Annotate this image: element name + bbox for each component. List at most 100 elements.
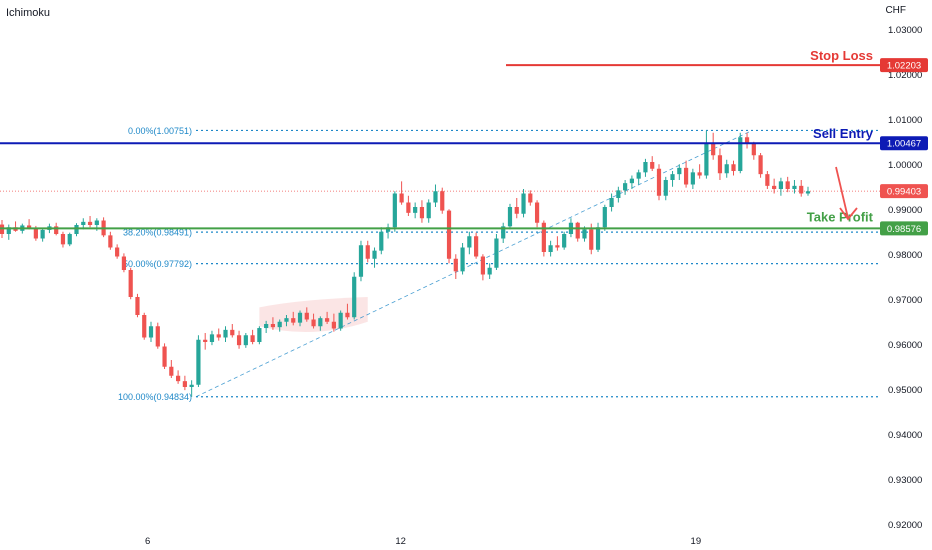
candle-body bbox=[297, 312, 303, 323]
candle-body bbox=[311, 319, 316, 327]
candle-body bbox=[738, 137, 743, 171]
candle-body bbox=[487, 267, 492, 275]
candle-body bbox=[128, 270, 133, 297]
price-tick-label: 0.99000 bbox=[888, 205, 922, 216]
candle-body bbox=[514, 207, 519, 214]
price-tick-label: 0.92000 bbox=[888, 520, 922, 531]
candle-body bbox=[243, 335, 248, 346]
candle-body bbox=[643, 162, 648, 173]
fib-trend-line bbox=[195, 130, 753, 398]
candle-body bbox=[196, 339, 201, 385]
current-price-tag bbox=[880, 184, 928, 199]
candle-body bbox=[331, 321, 336, 329]
candlesticks bbox=[0, 130, 811, 397]
candle-body bbox=[555, 245, 560, 248]
candle-body bbox=[121, 256, 127, 270]
candle-body bbox=[453, 258, 458, 272]
candle-body bbox=[54, 226, 59, 234]
candle-body bbox=[656, 168, 662, 196]
stop-label: Stop Loss bbox=[810, 48, 873, 63]
candle-body bbox=[372, 250, 377, 259]
candle-body bbox=[87, 221, 93, 225]
candle-body bbox=[765, 174, 770, 186]
candle-body bbox=[291, 318, 296, 323]
candle-body bbox=[318, 318, 323, 327]
candle-body bbox=[148, 326, 154, 338]
candle-body bbox=[81, 221, 86, 225]
price-tick-label: 0.97000 bbox=[888, 295, 922, 306]
currency-label: CHF bbox=[885, 5, 906, 16]
tp-price-tag-label: 0.98576 bbox=[887, 224, 921, 235]
candle-body bbox=[446, 210, 452, 259]
arrow-head-icon bbox=[839, 207, 858, 221]
candle-body bbox=[690, 172, 695, 185]
candle-body bbox=[264, 324, 269, 329]
stop-price-tag-label: 1.02203 bbox=[887, 61, 921, 72]
candle-body bbox=[413, 207, 418, 213]
candle-body bbox=[392, 193, 397, 228]
price-axis-bg bbox=[880, 0, 932, 550]
candle-body bbox=[562, 234, 567, 248]
candle-body bbox=[230, 329, 235, 336]
candle-body bbox=[717, 155, 723, 174]
candle-body bbox=[772, 185, 777, 189]
candle-body bbox=[677, 167, 682, 175]
candle-body bbox=[751, 144, 756, 156]
price-axis[interactable]: 0.92000 0.93000 0.94000 0.95000 0.96000 0.970… bbox=[880, 0, 932, 550]
candle-body bbox=[623, 183, 628, 191]
candle-body bbox=[758, 155, 763, 175]
candle-body bbox=[521, 193, 526, 214]
candle-body bbox=[582, 229, 587, 239]
candle-body bbox=[440, 191, 445, 211]
fib-label: 50.00%(0.97792) bbox=[123, 259, 192, 269]
fib-label: 0.00%(1.00751) bbox=[128, 126, 192, 136]
candle-body bbox=[115, 247, 120, 257]
candle-body bbox=[162, 346, 167, 367]
candle-body bbox=[135, 297, 140, 315]
candle-body bbox=[270, 324, 276, 328]
candle-body bbox=[399, 193, 404, 203]
candle-body bbox=[744, 137, 750, 144]
candle-body bbox=[155, 326, 160, 347]
candle-body bbox=[778, 181, 784, 189]
candle-body bbox=[792, 185, 797, 189]
candle-body bbox=[385, 227, 391, 232]
price-tick-label: 0.95000 bbox=[888, 385, 922, 396]
candle-body bbox=[595, 227, 601, 250]
indicator-label[interactable]: Ichimoku bbox=[6, 7, 51, 19]
candle-body bbox=[636, 172, 641, 179]
current-price-tag-label: 0.99403 bbox=[887, 187, 921, 198]
candle-body bbox=[650, 162, 655, 169]
candle-body bbox=[284, 318, 289, 322]
fibonacci-retracement: 0.00%(1.00751) 38.20%(0.98491) 50.00%(0.97… bbox=[0, 126, 880, 402]
candle-body bbox=[236, 335, 242, 346]
candle-body bbox=[724, 164, 729, 174]
candle-body bbox=[534, 202, 540, 223]
candle-body bbox=[711, 144, 716, 156]
candle-body bbox=[94, 220, 99, 225]
candle-body bbox=[379, 231, 384, 251]
candle-body bbox=[474, 236, 479, 257]
down-arrow-icon bbox=[835, 166, 849, 219]
candle-body bbox=[216, 334, 221, 338]
time-axis[interactable]: 6121926Oct101724 bbox=[145, 536, 932, 547]
price-tick-label: 0.93000 bbox=[888, 475, 922, 486]
candle-body bbox=[683, 167, 689, 185]
fib-label: 100.00%(0.94834) bbox=[118, 392, 192, 402]
candle-body bbox=[426, 202, 431, 219]
candle-body bbox=[6, 227, 11, 234]
candle-body bbox=[250, 335, 255, 342]
candle-body bbox=[189, 384, 194, 387]
candle-body bbox=[182, 381, 187, 387]
price-tick-label: 1.02000 bbox=[888, 70, 922, 81]
price-tick-label: 1.00000 bbox=[888, 160, 922, 171]
candle-body bbox=[805, 191, 811, 194]
price-tick-label: 1.03000 bbox=[888, 25, 922, 36]
tp-label: Take Profit bbox=[807, 209, 874, 224]
time-tick-label: 19 bbox=[691, 536, 702, 547]
price-tick-label: 0.96000 bbox=[888, 340, 922, 351]
candle-body bbox=[731, 164, 736, 171]
candle-body bbox=[501, 226, 506, 239]
entry-price-tag-label: 1.00467 bbox=[887, 139, 921, 150]
